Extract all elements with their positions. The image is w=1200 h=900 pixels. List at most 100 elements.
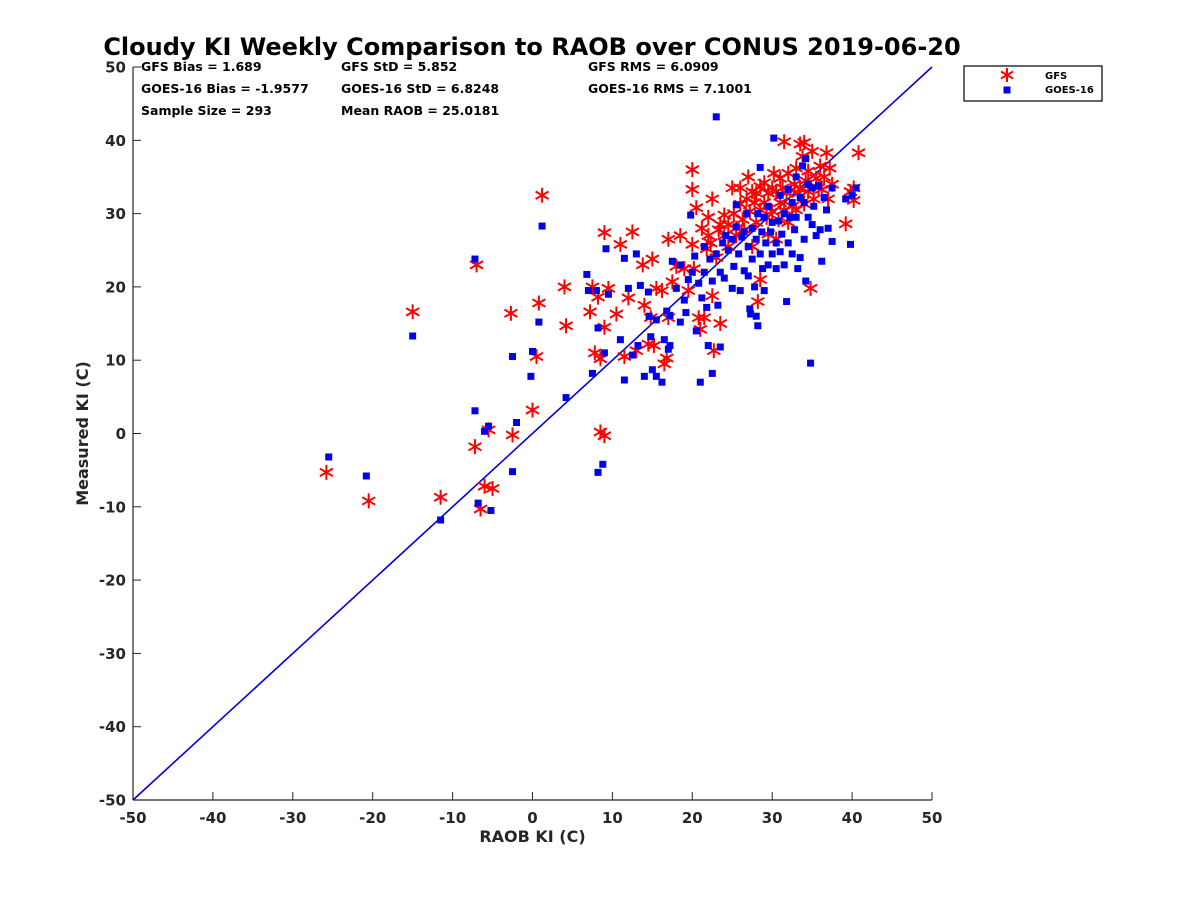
goes16-point — [820, 193, 828, 201]
goes16-point — [632, 250, 640, 258]
goes16-point — [792, 173, 800, 181]
goes16-point — [706, 255, 714, 263]
gfs-point — [691, 310, 706, 326]
goes16-point — [732, 223, 740, 231]
goes16-point — [509, 353, 517, 361]
goes16-point — [712, 113, 720, 121]
gfs-point — [822, 160, 837, 176]
goes16-point — [772, 265, 780, 273]
goes16-point — [620, 254, 628, 262]
gfs-point — [713, 316, 728, 332]
gfs-point — [750, 294, 765, 310]
goes16-point — [712, 250, 720, 258]
goes16-point — [700, 268, 708, 276]
goes16-point — [775, 217, 783, 225]
goes16-point — [772, 239, 780, 247]
goes16-point — [815, 182, 823, 190]
goes16-point — [751, 283, 759, 291]
goes16-point — [600, 349, 608, 357]
gfs-point — [654, 283, 669, 299]
gfs-point — [557, 279, 572, 295]
y-tick-label: 40 — [105, 132, 126, 150]
goes16-point — [325, 453, 333, 461]
goes16-point — [471, 407, 479, 415]
goes16-point — [746, 305, 754, 313]
x-tick-label: -50 — [119, 809, 146, 827]
goes16-point — [704, 342, 712, 350]
goes16-point — [780, 261, 788, 269]
goes16-point — [487, 506, 495, 514]
goes16-point — [754, 210, 762, 218]
goes16-point — [802, 155, 810, 163]
gfs-point — [503, 305, 518, 321]
goes16-point — [616, 336, 624, 344]
goes16-point — [778, 230, 786, 238]
gfs-point — [659, 350, 674, 366]
gfs-point — [777, 134, 792, 150]
legend-goes16-label: GOES-16 — [1045, 85, 1094, 96]
gfs-point — [697, 310, 712, 326]
goes16-point — [754, 322, 762, 330]
gfs-point — [705, 191, 720, 207]
series-goes16 — [325, 113, 860, 524]
goes16-point — [409, 332, 417, 340]
goes16-point — [513, 419, 521, 427]
gfs-point — [405, 304, 420, 320]
x-tick-label: 40 — [842, 809, 863, 827]
gfs-point — [319, 464, 334, 480]
gfs-point — [673, 228, 688, 244]
x-tick-label: 30 — [762, 809, 783, 827]
gfs-point — [467, 439, 482, 455]
goes16-point — [636, 281, 644, 289]
goes16-point — [722, 232, 730, 240]
goes16-point — [816, 226, 824, 234]
gfs-point — [535, 187, 550, 203]
x-tick-label: 0 — [527, 809, 537, 827]
gfs-point — [813, 158, 828, 174]
gfs-point — [805, 143, 820, 159]
gfs-point — [617, 349, 632, 365]
goes16-point — [535, 318, 543, 326]
goes16-point — [660, 336, 668, 344]
x-tick-label: 10 — [602, 809, 623, 827]
gfs-point — [819, 145, 834, 161]
goes16-point — [666, 311, 674, 319]
goes16-point — [784, 185, 792, 193]
stat-goes-std: GOES-16 StD = 6.8248 — [341, 81, 499, 96]
goes16-point — [852, 184, 860, 192]
goes16-point — [695, 279, 703, 287]
goes16-point — [744, 272, 752, 280]
goes16-point — [818, 257, 826, 265]
stat-sample-size: Sample Size = 293 — [141, 103, 272, 118]
gfs-point — [753, 272, 768, 288]
goes16-point — [783, 298, 791, 306]
x-tick-label: -40 — [199, 809, 226, 827]
goes16-point — [648, 366, 656, 374]
stat-goes-rms: GOES-16 RMS = 7.1001 — [588, 81, 752, 96]
goes16-point — [842, 195, 850, 203]
goes16-point — [538, 222, 546, 230]
x-tick-label: 20 — [682, 809, 703, 827]
gfs-point — [838, 216, 853, 232]
goes16-point — [640, 372, 648, 380]
goes16-point — [594, 468, 602, 476]
stats-block: GFS Bias = 1.689 GFS StD = 5.852 GFS RMS… — [141, 59, 752, 118]
gfs-point — [505, 427, 520, 443]
x-tick-label: -30 — [279, 809, 306, 827]
goes16-point — [740, 267, 748, 275]
goes16-point — [728, 235, 736, 243]
x-tick-label: -10 — [439, 809, 466, 827]
gfs-point — [433, 489, 448, 505]
x-tick-label: 50 — [922, 809, 943, 827]
goes16-point — [716, 343, 724, 351]
goes16-point — [786, 213, 794, 221]
gfs-point — [609, 306, 624, 322]
y-tick-label: -10 — [99, 498, 126, 516]
goes16-point — [668, 257, 676, 265]
goes16-point — [604, 290, 612, 298]
gfs-point — [477, 478, 492, 494]
goes16-point — [736, 287, 744, 295]
gfs-point — [525, 402, 540, 418]
goes16-point — [682, 309, 690, 317]
